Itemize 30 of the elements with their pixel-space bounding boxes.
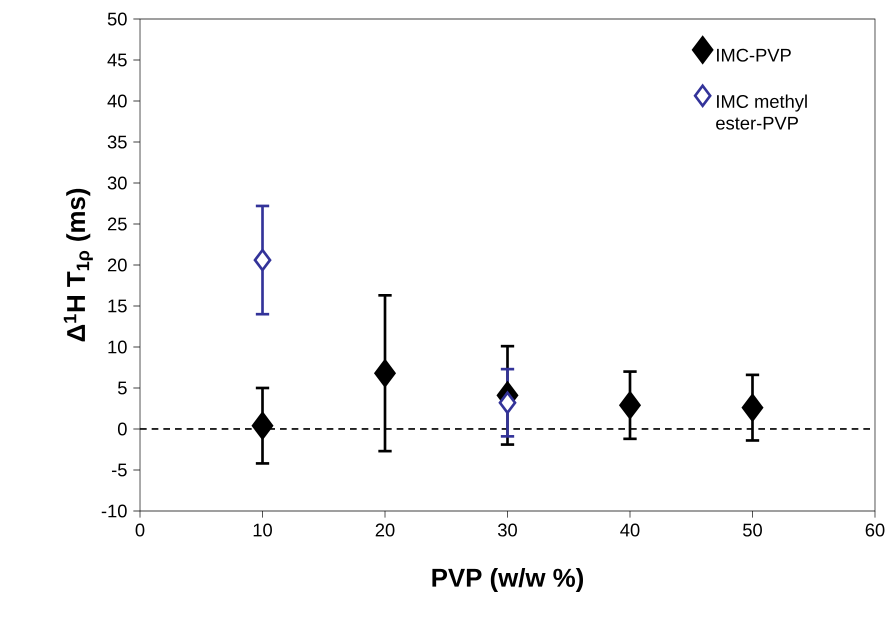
x-tick-label: 60 (866, 524, 884, 537)
legend-label: IMC methyl ester-PVP (716, 94, 807, 130)
point (742, 394, 764, 422)
y-tick-label: 5 (118, 382, 127, 394)
y-axis-title: Δ$^{1}$H T$_{1ρ}$ (ms) (64, 188, 93, 342)
y-tick-label: 30 (108, 176, 127, 190)
y-tick-label: 15 (108, 300, 127, 312)
y-tick-label: 0 (118, 422, 127, 436)
point (619, 391, 641, 420)
legend-label: IMC-PVP (717, 48, 791, 62)
y-tick-label: 50 (108, 12, 127, 26)
y-tick-label: 35 (108, 136, 127, 148)
x-tick-label: 30 (498, 524, 517, 537)
point (254, 248, 272, 272)
x-tick-label: 40 (620, 524, 640, 537)
point (498, 391, 516, 414)
x-tick-label: 0 (136, 524, 144, 537)
y-tick-label: -5 (112, 464, 127, 476)
y-tick-label: 45 (107, 54, 127, 66)
y-tick-label: 25 (108, 218, 127, 230)
y-tick-label: 20 (108, 258, 127, 272)
y-tick-label: -10 (102, 504, 127, 518)
x-tick-label: 10 (254, 524, 272, 537)
point (252, 412, 274, 440)
y-tick-label: 10 (108, 340, 127, 354)
x-tick-label: 50 (743, 524, 762, 537)
x-tick-label: 20 (376, 524, 394, 537)
point (374, 359, 396, 388)
y-tick-label: 40 (107, 94, 127, 108)
x-axis-title: PVP (w/w %) (432, 568, 583, 592)
